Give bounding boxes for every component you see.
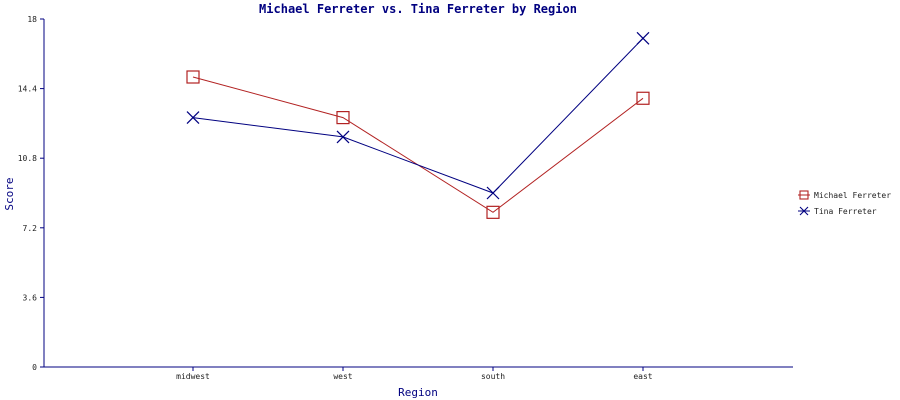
data-point-michael-ferreter-west (336, 110, 350, 125)
legend-item-michael-ferreter: Michael Ferreter (798, 190, 891, 200)
y-tick-label: 0 (32, 363, 37, 372)
data-point-michael-ferreter-south (486, 205, 500, 219)
data-point-tina-ferreter-south-stroke-b (486, 186, 500, 200)
series-line-tina-ferreter (192, 37, 644, 194)
data-point-tina-ferreter-midwest-stroke-b (186, 111, 200, 125)
data-point-tina-ferreter-west-stroke-b (336, 130, 350, 144)
x-tick-label-midwest: midwest (176, 372, 210, 381)
data-point-tina-ferreter-midwest (186, 111, 200, 125)
x-tick-label-east: east (633, 372, 652, 381)
legend: Michael Ferreter Tina Ferreter (798, 190, 891, 216)
series-line-michael-ferreter (192, 76, 644, 213)
legend-label-tina-ferreter: Tina Ferreter (814, 207, 877, 216)
data-point-michael-ferreter-east (636, 91, 650, 105)
legend-label-michael-ferreter: Michael Ferreter (814, 191, 891, 200)
y-tick-label: 10.8 (18, 154, 37, 163)
x-tick-label-south: south (481, 372, 505, 381)
series-michael-ferreter (186, 70, 650, 219)
legend-square-marker-icon (799, 190, 809, 200)
data-point-tina-ferreter-east-stroke-b (636, 31, 650, 45)
y-tick-label: 14.4 (18, 85, 37, 94)
y-tick-label: 18 (27, 15, 37, 24)
y-tick-label: 7.2 (23, 224, 38, 233)
chart-title: Michael Ferreter vs. Tina Ferreter by Re… (259, 2, 577, 16)
data-point-tina-ferreter-east (636, 31, 650, 45)
data-point-tina-ferreter-west (336, 130, 350, 144)
data-point-tina-ferreter-south (486, 186, 500, 200)
y-ticks: 0 3.6 7.2 10.8 14.4 18 (18, 15, 44, 372)
y-axis-title: Score (3, 177, 16, 210)
data-point-michael-ferreter-midwest (186, 70, 200, 84)
y-tick-label: 3.6 (23, 293, 38, 302)
x-ticks: midwest west south east (176, 367, 653, 381)
series-tina-ferreter (186, 31, 650, 200)
axes (43, 19, 793, 368)
x-tick-label-west: west (333, 372, 352, 381)
legend-x-marker-icon-b (799, 206, 809, 216)
series-layer (186, 31, 650, 219)
x-axis-title: Region (398, 386, 438, 399)
legend-item-tina-ferreter: Tina Ferreter (798, 206, 877, 216)
